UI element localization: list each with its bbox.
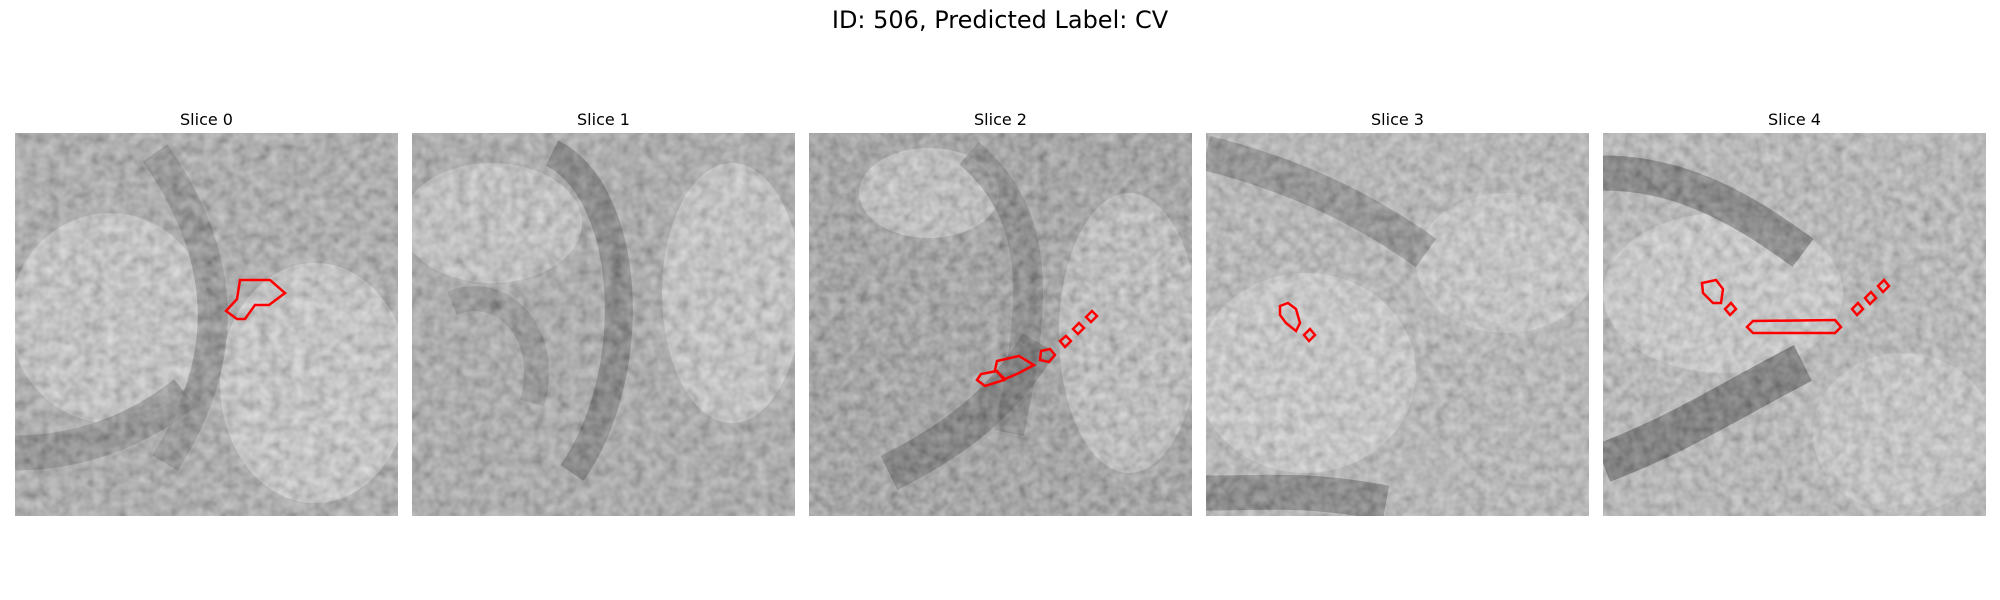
slice-panel-3: Slice 3 [1206, 107, 1589, 516]
segmentation-contour [224, 278, 287, 321]
slice-image [412, 133, 795, 516]
segmentation-contour [975, 309, 1099, 388]
slice-image-svg [809, 133, 1192, 516]
slice-label: Slice 4 [1768, 110, 1821, 129]
slice-image-svg [412, 133, 795, 516]
slice-image [809, 133, 1192, 516]
slice-image-svg [15, 133, 398, 516]
slice-panel-0: Slice 0 [15, 107, 398, 516]
slice-label: Slice 3 [1371, 110, 1424, 129]
segmentation-contour [1700, 278, 1891, 335]
slice-image [1206, 133, 1589, 516]
slice-image-svg [1206, 133, 1589, 516]
slice-image [1603, 133, 1986, 516]
slice-image [15, 133, 398, 516]
slice-label: Slice 0 [180, 110, 233, 129]
slice-label: Slice 1 [577, 110, 630, 129]
slice-panel-4: Slice 4 [1603, 107, 1986, 516]
slice-panel-1: Slice 1 [412, 107, 795, 516]
slice-label: Slice 2 [974, 110, 1027, 129]
segmentation-contour [1278, 301, 1317, 343]
figure-title: ID: 506, Predicted Label: CV [831, 6, 1169, 34]
slice-panel-2: Slice 2 [809, 107, 1192, 516]
slice-image-svg [1603, 133, 1986, 516]
